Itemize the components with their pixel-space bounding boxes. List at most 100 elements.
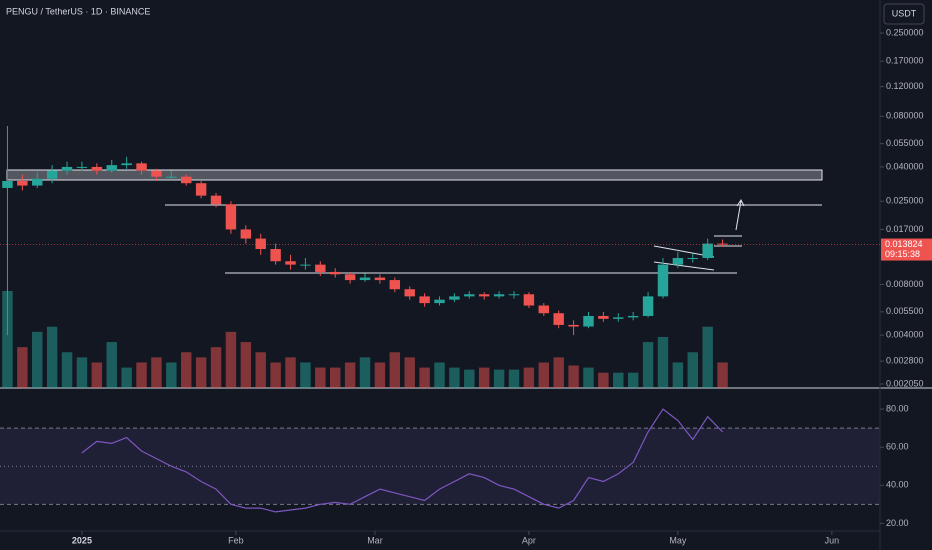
y-tick-label: 0.008000: [886, 279, 924, 289]
volume-bar: [344, 362, 356, 388]
x-tick-label: Apr: [522, 535, 536, 545]
candle-body: [449, 296, 460, 300]
candle-body: [583, 315, 594, 327]
x-tick-label: Mar: [367, 535, 383, 545]
candle-body: [672, 257, 684, 265]
candle-body: [240, 229, 252, 239]
candle-body: [225, 204, 237, 230]
volume-bar: [687, 352, 698, 388]
currency-button[interactable]: [883, 3, 925, 25]
volume-bar: [449, 367, 460, 388]
candle-body: [434, 299, 445, 304]
candle-body: [687, 257, 698, 259]
volume-bar: [166, 362, 177, 388]
candle-body: [508, 294, 520, 296]
volume-bar: [404, 357, 415, 388]
resistance-zone: [6, 169, 823, 181]
candle-body: [374, 277, 386, 281]
volume-bar: [225, 331, 237, 388]
arrow: [735, 199, 745, 231]
y-tick-label: 0.017000: [886, 224, 924, 234]
y-tick-label: 0.002050: [886, 378, 924, 388]
candle-body: [344, 274, 356, 281]
candle-body: [17, 180, 28, 186]
y-tick-label: 0.250000: [886, 27, 924, 37]
volume-bar: [76, 357, 88, 388]
volume-bar: [434, 362, 445, 388]
volume-bar: [270, 362, 281, 388]
candle-body: [300, 264, 311, 266]
y-tick-label: 60.00: [886, 442, 909, 452]
y-tick-label: 0.004000: [886, 330, 924, 340]
y-tick-label: 0.080000: [886, 111, 924, 121]
candle-body: [404, 289, 415, 297]
y-tick-label: 0.170000: [886, 56, 924, 66]
x-tick-label: Feb: [228, 535, 244, 545]
volume-bar: [389, 352, 401, 388]
volume-bar: [538, 362, 550, 388]
x-tick-label: 2025: [72, 535, 92, 545]
volume-bar: [32, 331, 43, 388]
volume-bar: [91, 362, 103, 388]
candle-body: [493, 294, 505, 297]
volume-bar: [374, 362, 386, 388]
volume-bar: [136, 362, 147, 388]
candle-body: [210, 195, 222, 205]
flag-line: [653, 261, 715, 271]
candle-body: [32, 178, 43, 186]
volume-bar: [61, 352, 73, 388]
volume-bar: [508, 369, 520, 388]
y-tick-label: 40.00: [886, 480, 909, 490]
volume-bar: [195, 357, 207, 388]
candle-body: [523, 294, 535, 306]
volume-bar: [478, 367, 490, 388]
rsi-line: [81, 408, 724, 513]
y-tick-label: 20.00: [886, 518, 909, 528]
volume-bar: [642, 342, 654, 388]
volume-bar: [121, 367, 132, 388]
volume-bar: [240, 342, 252, 388]
last-price-box: [881, 238, 932, 261]
candle-body: [642, 296, 654, 316]
candle-body: [46, 170, 58, 179]
candle-body: [166, 176, 177, 178]
volume-bar: [315, 367, 326, 388]
y-tick-label: 0.025000: [886, 196, 924, 206]
volume-bar: [627, 372, 639, 388]
x-tick-label: May: [669, 535, 687, 545]
volume-bar: [210, 347, 222, 388]
volume-bar: [464, 369, 475, 388]
currency[interactable]: USDT: [892, 8, 917, 18]
y-tick-label: 80.00: [886, 403, 909, 413]
volume-bar: [285, 357, 296, 388]
volume-bar: [657, 336, 669, 388]
y-tick-label: 0.055000: [886, 138, 924, 148]
candle-body: [76, 166, 88, 168]
y-tick-label: 0.005500: [886, 306, 924, 316]
volume-bar: [553, 357, 564, 388]
volume-bar: [300, 362, 311, 388]
x-tick-label: Jun: [825, 535, 840, 545]
volume-bar: [523, 367, 535, 388]
candle-body: [136, 163, 147, 171]
y-tick-label: 0.002800: [886, 356, 924, 366]
candle-body: [359, 277, 371, 281]
volume-bar: [717, 362, 728, 388]
candle-body: [657, 264, 669, 297]
volume-bar: [493, 369, 505, 388]
candle-body: [91, 166, 103, 171]
candle-body: [598, 315, 609, 319]
candle-body: [330, 271, 341, 275]
candle-body: [2, 180, 13, 188]
volume-bar: [672, 362, 684, 388]
candle-body: [285, 261, 296, 265]
candle-body: [717, 243, 728, 245]
candle-body: [315, 264, 326, 272]
candle-body: [389, 280, 401, 290]
candle-body: [151, 170, 162, 177]
candle-body: [568, 324, 579, 327]
volume-bar: [17, 347, 28, 388]
candle-body: [478, 294, 490, 297]
candle-body: [613, 317, 624, 319]
